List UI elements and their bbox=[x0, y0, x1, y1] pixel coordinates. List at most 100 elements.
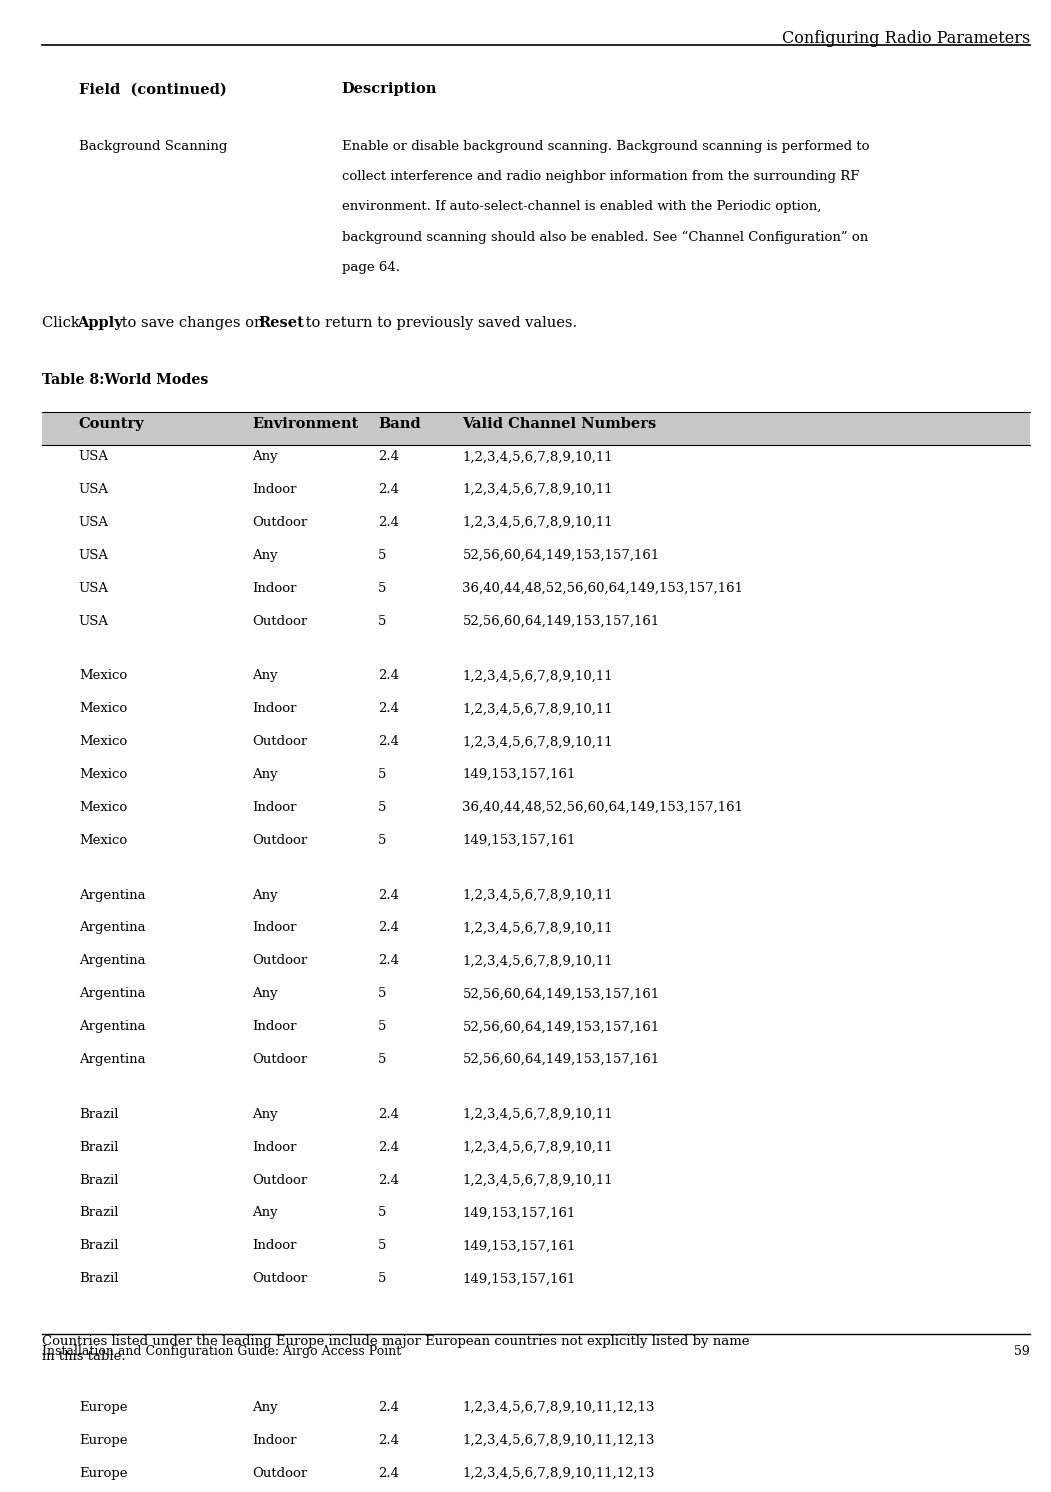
Text: USA: USA bbox=[79, 451, 109, 464]
Text: Argentina: Argentina bbox=[79, 889, 145, 901]
Text: 52,56,60,64,149,153,157,161: 52,56,60,64,149,153,157,161 bbox=[462, 1021, 660, 1034]
Text: Table 8:World Modes: Table 8:World Modes bbox=[42, 373, 208, 388]
Text: Outdoor: Outdoor bbox=[252, 736, 308, 749]
Text: 2.4: 2.4 bbox=[378, 1174, 399, 1186]
Text: Band: Band bbox=[378, 418, 421, 431]
Text: 5: 5 bbox=[378, 834, 387, 847]
Text: 149,153,157,161: 149,153,157,161 bbox=[462, 1207, 576, 1219]
Text: 1,2,3,4,5,6,7,8,9,10,11,12,13: 1,2,3,4,5,6,7,8,9,10,11,12,13 bbox=[462, 1434, 655, 1447]
Text: 2.4: 2.4 bbox=[378, 703, 399, 715]
Text: USA: USA bbox=[79, 483, 109, 497]
Text: Mexico: Mexico bbox=[79, 834, 127, 847]
Text: 2.4: 2.4 bbox=[378, 516, 399, 530]
Text: 5: 5 bbox=[378, 801, 387, 815]
Text: 59: 59 bbox=[1014, 1346, 1030, 1358]
Text: Outdoor: Outdoor bbox=[252, 516, 308, 530]
Text: Outdoor: Outdoor bbox=[252, 1174, 308, 1186]
Text: Outdoor: Outdoor bbox=[252, 1053, 308, 1067]
Text: Reset: Reset bbox=[259, 316, 305, 330]
Text: USA: USA bbox=[79, 582, 109, 595]
Text: 149,153,157,161: 149,153,157,161 bbox=[462, 1273, 576, 1285]
Text: 149,153,157,161: 149,153,157,161 bbox=[462, 768, 576, 782]
Text: Brazil: Brazil bbox=[79, 1174, 119, 1186]
Text: Argentina: Argentina bbox=[79, 922, 145, 934]
Text: 2.4: 2.4 bbox=[378, 1467, 399, 1480]
Text: Mexico: Mexico bbox=[79, 768, 127, 782]
Text: Background Scanning: Background Scanning bbox=[79, 140, 227, 154]
Text: Indoor: Indoor bbox=[252, 703, 296, 715]
Text: 5: 5 bbox=[378, 1021, 387, 1034]
Text: 1,2,3,4,5,6,7,8,9,10,11,12,13: 1,2,3,4,5,6,7,8,9,10,11,12,13 bbox=[462, 1467, 655, 1480]
Text: Europe: Europe bbox=[79, 1467, 127, 1480]
Text: Countries listed under the leading Europe include major European countries not e: Countries listed under the leading Europ… bbox=[42, 1335, 749, 1364]
Text: Any: Any bbox=[252, 549, 277, 562]
Text: Any: Any bbox=[252, 1107, 277, 1120]
Text: to save changes or: to save changes or bbox=[117, 316, 265, 330]
Text: Any: Any bbox=[252, 1207, 277, 1219]
Text: 1,2,3,4,5,6,7,8,9,10,11: 1,2,3,4,5,6,7,8,9,10,11 bbox=[462, 451, 613, 464]
Text: Any: Any bbox=[252, 670, 277, 682]
Text: Country: Country bbox=[79, 418, 144, 431]
Text: Outdoor: Outdoor bbox=[252, 615, 308, 628]
Text: Indoor: Indoor bbox=[252, 483, 296, 497]
Text: Argentina: Argentina bbox=[79, 1021, 145, 1034]
Text: 149,153,157,161: 149,153,157,161 bbox=[462, 834, 576, 847]
Text: Brazil: Brazil bbox=[79, 1107, 119, 1120]
Text: 5: 5 bbox=[378, 768, 387, 782]
Text: 2.4: 2.4 bbox=[378, 1401, 399, 1414]
Text: Argentina: Argentina bbox=[79, 988, 145, 1000]
Text: Configuring Radio Parameters: Configuring Radio Parameters bbox=[782, 30, 1030, 48]
Text: Argentina: Argentina bbox=[79, 955, 145, 967]
Text: 5: 5 bbox=[378, 1273, 387, 1285]
Text: 1,2,3,4,5,6,7,8,9,10,11: 1,2,3,4,5,6,7,8,9,10,11 bbox=[462, 1107, 613, 1120]
Text: Mexico: Mexico bbox=[79, 670, 127, 682]
Text: Any: Any bbox=[252, 1401, 277, 1414]
Text: 1,2,3,4,5,6,7,8,9,10,11: 1,2,3,4,5,6,7,8,9,10,11 bbox=[462, 670, 613, 682]
Text: 2.4: 2.4 bbox=[378, 451, 399, 464]
Text: 2.4: 2.4 bbox=[378, 1140, 399, 1153]
Text: to return to previously saved values.: to return to previously saved values. bbox=[301, 316, 577, 330]
Text: 1,2,3,4,5,6,7,8,9,10,11: 1,2,3,4,5,6,7,8,9,10,11 bbox=[462, 483, 613, 497]
Text: 149,153,157,161: 149,153,157,161 bbox=[462, 1240, 576, 1252]
Text: background scanning should also be enabled. See “Channel Configuration” on: background scanning should also be enabl… bbox=[342, 231, 868, 243]
Text: 2.4: 2.4 bbox=[378, 1107, 399, 1120]
Text: Any: Any bbox=[252, 451, 277, 464]
Text: Installation and Configuration Guide: Airgo Access Point: Installation and Configuration Guide: Ai… bbox=[42, 1346, 401, 1358]
Text: 2.4: 2.4 bbox=[378, 889, 399, 901]
Text: 5: 5 bbox=[378, 549, 387, 562]
Text: 1,2,3,4,5,6,7,8,9,10,11: 1,2,3,4,5,6,7,8,9,10,11 bbox=[462, 703, 613, 715]
Text: Any: Any bbox=[252, 988, 277, 1000]
Text: 1,2,3,4,5,6,7,8,9,10,11: 1,2,3,4,5,6,7,8,9,10,11 bbox=[462, 1174, 613, 1186]
Text: Click: Click bbox=[42, 316, 84, 330]
Text: Any: Any bbox=[252, 889, 277, 901]
Text: Brazil: Brazil bbox=[79, 1140, 119, 1153]
Text: 1,2,3,4,5,6,7,8,9,10,11: 1,2,3,4,5,6,7,8,9,10,11 bbox=[462, 955, 613, 967]
Text: 52,56,60,64,149,153,157,161: 52,56,60,64,149,153,157,161 bbox=[462, 549, 660, 562]
Text: Outdoor: Outdoor bbox=[252, 834, 308, 847]
Text: Mexico: Mexico bbox=[79, 801, 127, 815]
Text: 5: 5 bbox=[378, 615, 387, 628]
Text: 5: 5 bbox=[378, 988, 387, 1000]
Text: Outdoor: Outdoor bbox=[252, 1467, 308, 1480]
Text: 5: 5 bbox=[378, 1053, 387, 1067]
Text: Brazil: Brazil bbox=[79, 1273, 119, 1285]
Text: Outdoor: Outdoor bbox=[252, 1273, 308, 1285]
Text: Indoor: Indoor bbox=[252, 1140, 296, 1153]
Text: Outdoor: Outdoor bbox=[252, 955, 308, 967]
Text: 52,56,60,64,149,153,157,161: 52,56,60,64,149,153,157,161 bbox=[462, 988, 660, 1000]
Text: Enable or disable background scanning. Background scanning is performed to: Enable or disable background scanning. B… bbox=[342, 140, 869, 154]
Text: Indoor: Indoor bbox=[252, 582, 296, 595]
Text: USA: USA bbox=[79, 516, 109, 530]
Text: environment. If auto-select-channel is enabled with the Periodic option,: environment. If auto-select-channel is e… bbox=[342, 200, 821, 213]
Text: 2.4: 2.4 bbox=[378, 1434, 399, 1447]
Text: 5: 5 bbox=[378, 1240, 387, 1252]
Text: Field  (continued): Field (continued) bbox=[79, 82, 227, 97]
Text: 2.4: 2.4 bbox=[378, 922, 399, 934]
Text: 5: 5 bbox=[378, 582, 387, 595]
Text: Mexico: Mexico bbox=[79, 703, 127, 715]
Text: Any: Any bbox=[252, 768, 277, 782]
Text: 52,56,60,64,149,153,157,161: 52,56,60,64,149,153,157,161 bbox=[462, 1053, 660, 1067]
Text: page 64.: page 64. bbox=[342, 261, 399, 275]
Text: 1,2,3,4,5,6,7,8,9,10,11,12,13: 1,2,3,4,5,6,7,8,9,10,11,12,13 bbox=[462, 1401, 655, 1414]
Text: Description: Description bbox=[342, 82, 437, 97]
